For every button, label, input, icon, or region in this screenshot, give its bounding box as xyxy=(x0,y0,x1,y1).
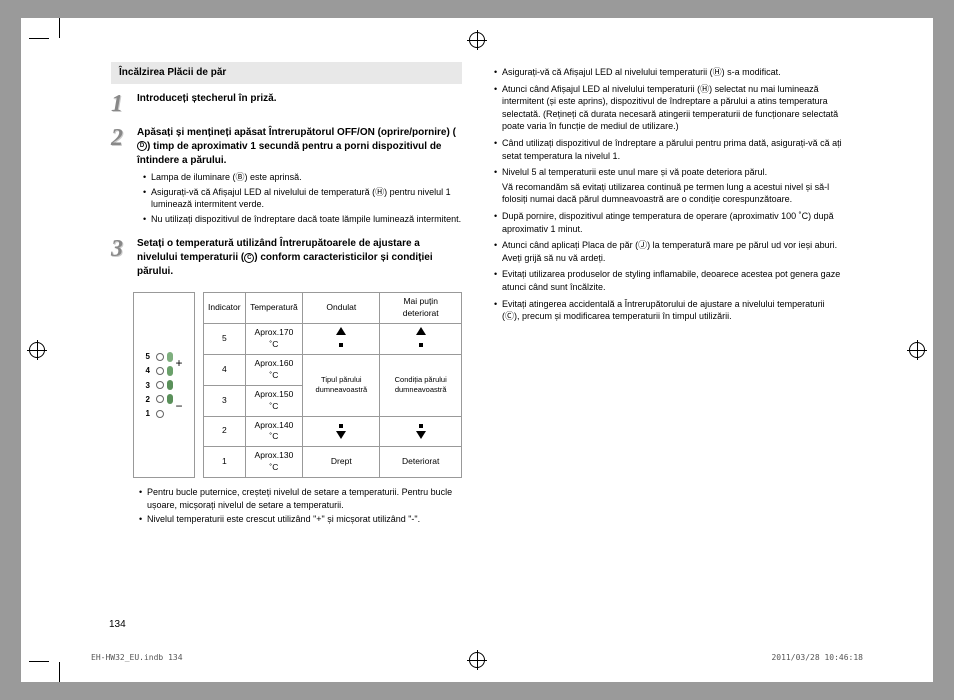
step-2-bullets: Lampa de iluminare (Ⓑ) este aprinsă. Asi… xyxy=(137,171,462,225)
content-columns: Încălzirea Plăcii de păr 1 Introduceți ș… xyxy=(71,62,883,622)
th-maiputin: Mai puțin deteriorat xyxy=(380,293,462,324)
table-cell: 4 xyxy=(204,354,246,385)
page-number: 134 xyxy=(109,619,126,630)
bullet-item: Lampa de iluminare (Ⓑ) este aprinsă. xyxy=(143,171,462,184)
bullet-item: Nu utilizați dispozitivul de îndreptare … xyxy=(143,213,462,226)
crop-mark xyxy=(49,32,69,52)
arrow-down-icon xyxy=(380,416,462,447)
step-3: 3 Setați o temperatură utilizând Întreru… xyxy=(111,237,462,282)
list-item: Asigurați-vă că Afișajul LED al nivelulu… xyxy=(492,66,843,79)
th-indicator: Indicator xyxy=(204,293,246,324)
table-cell: Drept xyxy=(303,447,380,478)
table-cell: Aprox.140 ˚C xyxy=(245,416,303,447)
footer-timestamp: 2011/03/28 10:46:18 xyxy=(771,653,863,662)
bullet-item: Asigurați-vă că Afișajul LED al nivelulu… xyxy=(143,186,462,211)
table-cell: 2 xyxy=(204,416,246,447)
registration-mark xyxy=(29,342,45,358)
table-cell: Aprox.130 ˚C xyxy=(245,447,303,478)
arrow-up-icon xyxy=(303,324,380,355)
table-cell: Deteriorat xyxy=(380,447,462,478)
minus-icon: − xyxy=(175,398,182,415)
step-title: Apăsați și mențineți apăsat Întrerupător… xyxy=(137,126,462,168)
letter-d-icon: D xyxy=(137,141,147,151)
list-item: Evitați utilizarea produselor de styling… xyxy=(492,268,843,293)
step-title: Introduceți ștecherul în priză. xyxy=(137,92,462,106)
step-2: 2 Apăsați și mențineți apăsat Întrerupăt… xyxy=(111,126,462,227)
step-number: 2 xyxy=(111,126,129,227)
list-item: Nivelul 5 al temperaturii este unul mare… xyxy=(492,166,843,206)
level-pill xyxy=(167,394,173,404)
section-heading: Încălzirea Plăcii de păr xyxy=(111,62,462,84)
indicator-diagram: 5 4 3 2 1 + − xyxy=(133,292,195,478)
arrow-up-icon xyxy=(380,324,462,355)
registration-mark xyxy=(469,32,485,48)
right-column: Asigurați-vă că Afișajul LED al nivelulu… xyxy=(492,62,883,622)
temperature-section: 5 4 3 2 1 + − Indicator Temperatură xyxy=(133,292,462,478)
footer-filename: EH-HW32_EU.indb 134 xyxy=(91,653,183,662)
list-item: Când utilizați dispozitivul de îndreptar… xyxy=(492,137,843,162)
th-temp: Temperatură xyxy=(245,293,303,324)
level-pill xyxy=(167,352,173,362)
table-cell: Tipul părului dumneavoastră xyxy=(303,354,380,416)
step-number: 3 xyxy=(111,237,129,282)
step-1: 1 Introduceți ștecherul în priză. xyxy=(111,92,462,116)
table-cell: Aprox.150 ˚C xyxy=(245,385,303,416)
step-number: 1 xyxy=(111,92,129,116)
list-item: Evitați atingerea accidentală a Întrerup… xyxy=(492,298,843,323)
list-item: Atunci când aplicați Placa de păr (Ⓙ) la… xyxy=(492,239,843,264)
after-table-notes: Pentru bucle puternice, creșteți nivelul… xyxy=(133,486,462,526)
table-cell: Condiția părului dumneavoastră xyxy=(380,354,462,416)
table-cell: Aprox.160 ˚C xyxy=(245,354,303,385)
list-sub: Vă recomandăm să evitați utilizarea cont… xyxy=(502,181,843,206)
bullet-item: Pentru bucle puternice, creșteți nivelul… xyxy=(139,486,462,511)
temperature-table: Indicator Temperatură Ondulat Mai puțin … xyxy=(203,292,462,478)
bullet-item: Nivelul temperaturii este crescut utiliz… xyxy=(139,513,462,526)
table-cell: 3 xyxy=(204,385,246,416)
step-title: Setați o temperatură utilizând Întrerupă… xyxy=(137,237,462,279)
plus-icon: + xyxy=(175,355,182,372)
table-cell: Aprox.170 ˚C xyxy=(245,324,303,355)
manual-page: Încălzirea Plăcii de păr 1 Introduceți ș… xyxy=(21,18,933,682)
crop-mark xyxy=(49,648,69,668)
level-pill xyxy=(167,380,173,390)
letter-c-icon: C xyxy=(244,253,254,263)
left-column: Încălzirea Plăcii de păr 1 Introduceți ș… xyxy=(71,62,462,622)
table-cell: 5 xyxy=(204,324,246,355)
registration-mark xyxy=(469,652,485,668)
right-column-list: Asigurați-vă că Afișajul LED al nivelulu… xyxy=(492,66,843,323)
registration-mark xyxy=(909,342,925,358)
arrow-down-icon xyxy=(303,416,380,447)
th-ondulat: Ondulat xyxy=(303,293,380,324)
level-pill xyxy=(167,366,173,376)
table-cell: 1 xyxy=(204,447,246,478)
list-item: După pornire, dispozitivul atinge temper… xyxy=(492,210,843,235)
list-item: Atunci când Afișajul LED al nivelului te… xyxy=(492,83,843,133)
